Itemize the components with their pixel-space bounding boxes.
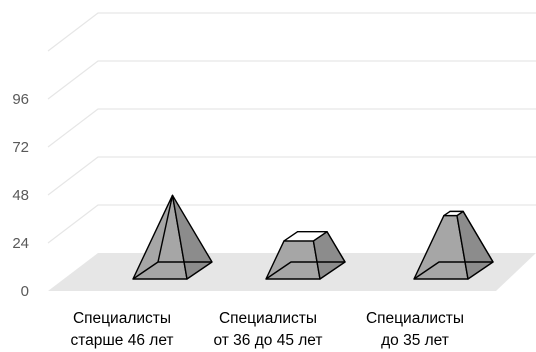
frustum-hidden-edge bbox=[413, 261, 493, 280]
gridline bbox=[47, 60, 536, 100]
frustum-top-face bbox=[443, 210, 464, 217]
frustum-top-face bbox=[283, 230, 328, 242]
gridline bbox=[47, 156, 536, 196]
category-label-line1: Специалисты bbox=[366, 310, 464, 327]
gridline bbox=[47, 12, 536, 52]
y-tick-label: 24 bbox=[12, 235, 29, 252]
pyramid-bar bbox=[265, 230, 346, 280]
pyramid-bar bbox=[132, 194, 213, 280]
gridline bbox=[47, 204, 536, 244]
category-label-line2: от 36 до 45 лет bbox=[214, 332, 323, 349]
y-axis-ticks: 0 24 48 72 96 bbox=[12, 91, 29, 300]
category-label-line1: Специалисты bbox=[219, 310, 317, 327]
frustum-hidden-edge bbox=[265, 261, 345, 280]
pyramid-side-face bbox=[171, 194, 213, 280]
gridlines bbox=[47, 12, 536, 244]
pyramid-bar bbox=[413, 210, 494, 280]
y-tick-label: 72 bbox=[12, 139, 29, 156]
y-tick-label: 48 bbox=[12, 187, 29, 204]
gridline bbox=[47, 108, 536, 148]
x-axis-categories: Специалисты старше 46 лет Специалисты от… bbox=[70, 310, 464, 349]
pyramid-hidden-edge bbox=[157, 195, 174, 263]
category-label-line2: старше 46 лет bbox=[70, 332, 173, 349]
pyramid-series bbox=[132, 194, 494, 280]
category-label-line2: до 35 лет bbox=[381, 332, 449, 349]
y-tick-label: 96 bbox=[12, 91, 29, 108]
y-tick-label: 0 bbox=[21, 283, 29, 300]
category-label-line1: Специалисты bbox=[73, 310, 171, 327]
